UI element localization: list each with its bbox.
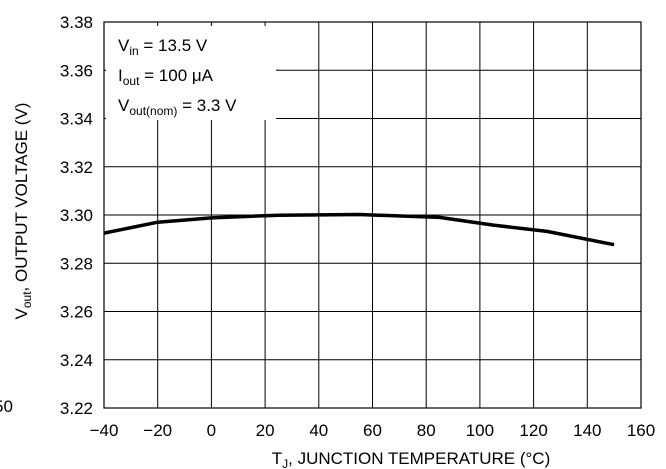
series-layer xyxy=(103,212,615,247)
x-tick-labels: −40 −20 0 20 40 60 80 100 120 140 160 xyxy=(90,421,656,440)
y-axis-label-rest: , OUTPUT VOLTAGE (V) xyxy=(12,103,31,292)
condition-main: I xyxy=(118,66,123,85)
x-axis-label: TJ, JUNCTION TEMPERATURE (°C) xyxy=(272,449,551,469)
y-tick-label: 3.24 xyxy=(60,351,93,370)
y-tick-label: 3.22 xyxy=(60,399,93,418)
x-tick-label: 120 xyxy=(519,421,547,440)
y-tick-labels: 3.22 3.24 3.26 3.28 3.30 3.32 3.34 3.36 3.38 xyxy=(60,13,93,418)
conditions-annotations: Vin = 13.5 V Iout = 100 μA Vout(nom) = 3.3… xyxy=(118,36,237,118)
stray-label: 50 xyxy=(0,397,13,416)
condition-rest: = 13.5 V xyxy=(139,36,208,55)
x-tick-label: −40 xyxy=(90,421,119,440)
plot-frame xyxy=(103,21,642,409)
condition-line: Vout(nom) = 3.3 V xyxy=(118,96,237,118)
y-axis-label: Vout, OUTPUT VOLTAGE (V) xyxy=(12,103,34,320)
x-tick-label: 140 xyxy=(573,421,601,440)
y-axis-label-sub: out xyxy=(20,291,34,308)
y-tick-label: 3.30 xyxy=(60,206,93,225)
x-tick-label: 60 xyxy=(363,421,382,440)
condition-sub: in xyxy=(129,44,138,58)
y-tick-label: 3.28 xyxy=(60,254,93,273)
x-axis-label-rest: , JUNCTION TEMPERATURE (°C) xyxy=(288,449,550,468)
x-axis-label-sub: J xyxy=(282,457,288,469)
y-tick-label: 3.36 xyxy=(60,61,93,80)
condition-main: V xyxy=(118,96,130,115)
condition-line: Iout = 100 μA xyxy=(118,66,214,88)
y-tick-label: 3.32 xyxy=(60,158,93,177)
x-tick-label: 100 xyxy=(466,421,494,440)
condition-rest: = 3.3 V xyxy=(177,96,237,115)
y-tick-label: 3.26 xyxy=(60,303,93,322)
y-axis-label-main: V xyxy=(12,307,31,319)
x-tick-label: 40 xyxy=(309,421,328,440)
x-tick-label: 80 xyxy=(417,421,436,440)
x-tick-label: 160 xyxy=(627,421,655,440)
series-line xyxy=(103,212,615,247)
conditions-box xyxy=(106,26,276,120)
condition-rest: = 100 μA xyxy=(139,66,213,85)
condition-sub: out xyxy=(123,74,140,88)
x-axis-label-main: T xyxy=(272,449,282,468)
condition-sub: out(nom) xyxy=(129,104,177,118)
x-tick-label: 20 xyxy=(256,421,275,440)
x-tick-label: 0 xyxy=(207,421,216,440)
condition-main: V xyxy=(118,36,130,55)
y-tick-label: 3.38 xyxy=(60,13,93,32)
condition-line: Vin = 13.5 V xyxy=(118,36,208,58)
x-tick-label: −20 xyxy=(143,421,172,440)
y-tick-label: 3.34 xyxy=(60,110,93,129)
